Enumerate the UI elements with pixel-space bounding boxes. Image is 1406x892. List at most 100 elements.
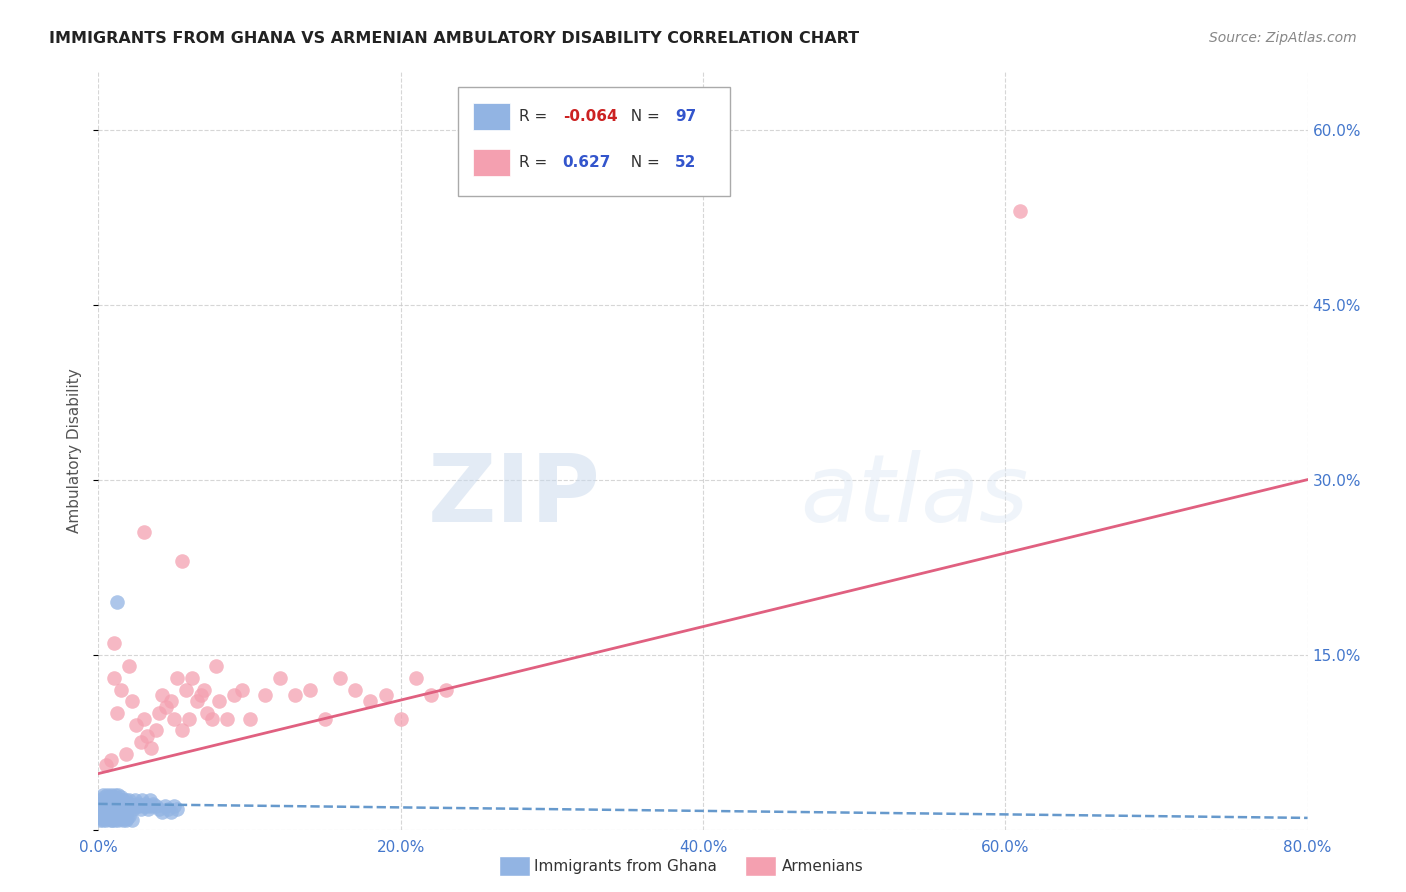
Point — [132, 712, 155, 726]
Point — [174, 682, 197, 697]
Point — [90, 811, 112, 825]
Point — [107, 788, 129, 802]
Point — [103, 789, 125, 804]
Point — [90, 797, 112, 811]
Point — [160, 694, 183, 708]
Text: 0.627: 0.627 — [562, 155, 612, 169]
Point — [100, 811, 122, 825]
Point — [100, 797, 122, 811]
Point — [96, 811, 118, 825]
Point — [118, 808, 141, 822]
Text: atlas: atlas — [800, 450, 1028, 541]
Point — [156, 801, 179, 815]
FancyBboxPatch shape — [474, 149, 509, 176]
Point — [98, 789, 121, 804]
Point — [96, 788, 118, 802]
Point — [205, 659, 228, 673]
Point — [360, 694, 382, 708]
Point — [112, 797, 135, 811]
Point — [107, 814, 129, 828]
Point — [91, 788, 114, 802]
Point — [208, 694, 231, 708]
Point — [131, 793, 153, 807]
Point — [104, 788, 127, 802]
Point — [195, 706, 218, 720]
Point — [115, 797, 138, 811]
Point — [112, 811, 135, 825]
Text: ZIP: ZIP — [427, 450, 600, 542]
Point — [93, 811, 115, 825]
Point — [145, 723, 167, 738]
Point — [253, 689, 276, 703]
Text: Armenians: Armenians — [782, 859, 863, 873]
Point — [101, 814, 124, 828]
Point — [186, 694, 208, 708]
FancyBboxPatch shape — [457, 87, 730, 196]
Point — [103, 671, 125, 685]
Text: 52: 52 — [675, 155, 696, 169]
Point — [103, 636, 125, 650]
Point — [90, 808, 112, 822]
Point — [114, 793, 136, 807]
Point — [121, 814, 143, 828]
Point — [136, 801, 159, 815]
Point — [141, 799, 163, 814]
Point — [108, 793, 131, 807]
Point — [103, 811, 125, 825]
Point — [374, 689, 396, 703]
Point — [98, 793, 121, 807]
Point — [104, 793, 127, 807]
Point — [110, 682, 132, 697]
Point — [105, 811, 128, 825]
Point — [98, 805, 121, 819]
Point — [231, 682, 253, 697]
Point — [135, 729, 157, 743]
Point — [90, 801, 112, 815]
Point — [96, 805, 118, 819]
Point — [299, 682, 322, 697]
Text: -0.064: -0.064 — [562, 110, 617, 124]
Point — [201, 712, 224, 726]
Point — [111, 814, 134, 828]
Point — [150, 805, 173, 819]
Text: N =: N = — [621, 110, 665, 124]
Point — [170, 723, 193, 738]
Point — [100, 788, 122, 802]
Point — [89, 799, 111, 814]
Point — [122, 801, 145, 815]
Point — [163, 712, 186, 726]
Point — [105, 706, 128, 720]
Point — [134, 797, 156, 811]
Point — [148, 706, 170, 720]
Point — [132, 799, 155, 814]
Point — [163, 799, 186, 814]
Point — [89, 814, 111, 828]
Point — [155, 700, 177, 714]
Point — [269, 671, 291, 685]
Point — [93, 789, 115, 804]
Point — [94, 758, 117, 772]
Point — [105, 799, 128, 814]
Point — [101, 799, 124, 814]
Point — [114, 814, 136, 828]
Point — [101, 793, 124, 807]
Point — [124, 793, 146, 807]
Text: Immigrants from Ghana: Immigrants from Ghana — [534, 859, 717, 873]
Point — [110, 789, 132, 804]
Point — [110, 808, 132, 822]
Point — [125, 799, 148, 814]
Point — [115, 811, 138, 825]
Point — [101, 805, 124, 819]
Point — [1010, 204, 1032, 219]
Text: 97: 97 — [675, 110, 696, 124]
Point — [100, 801, 122, 815]
Point — [179, 712, 201, 726]
Point — [239, 712, 262, 726]
Point — [111, 799, 134, 814]
Point — [132, 525, 155, 540]
Point — [94, 801, 117, 815]
Point — [128, 799, 150, 814]
Point — [103, 808, 125, 822]
Point — [108, 801, 131, 815]
Point — [389, 712, 412, 726]
